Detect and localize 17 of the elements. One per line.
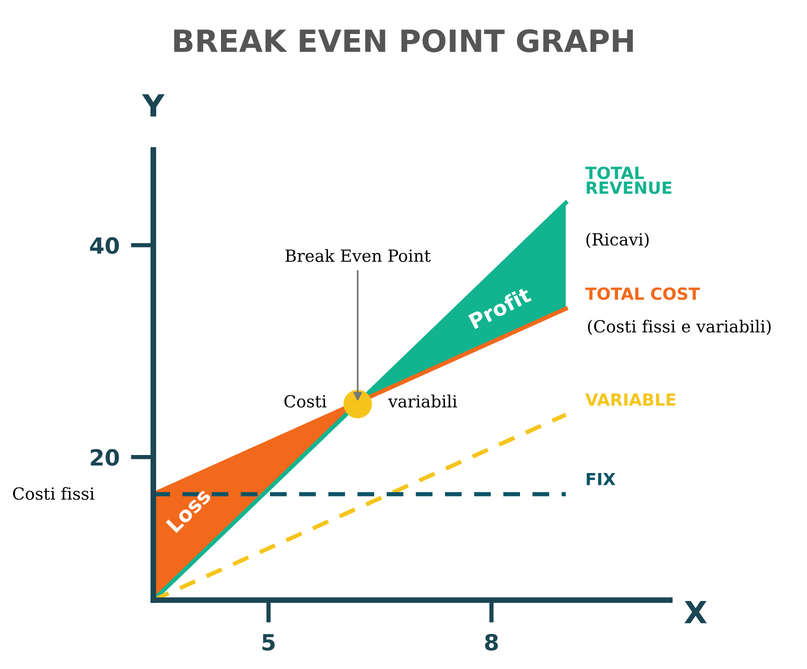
annotation: Break Even Point [285,249,431,262]
series-label: FIX [586,472,616,486]
annotation: Costi [284,394,326,408]
x-axis-title: X [684,601,707,624]
text: Costi fissi [13,486,94,500]
y-tick-label: 20 [90,449,119,466]
chart-title: BREAK EVEN POINT GRAPH [174,29,633,52]
annotation: (Costi fissi e variabili) [588,320,771,336]
y-tick-label: 40 [90,237,119,254]
series-label: VARIABLE [585,394,676,406]
x-tick-label: 8 [485,634,498,651]
series-label: TOTAL REVENUE [585,166,672,194]
annotation: variabili [388,394,458,408]
y-axis-title: Y [142,94,165,116]
annotation: (Ricavi) [586,232,649,248]
x-tick-label: 5 [262,634,275,651]
series-label: TOTAL COST [585,287,700,300]
